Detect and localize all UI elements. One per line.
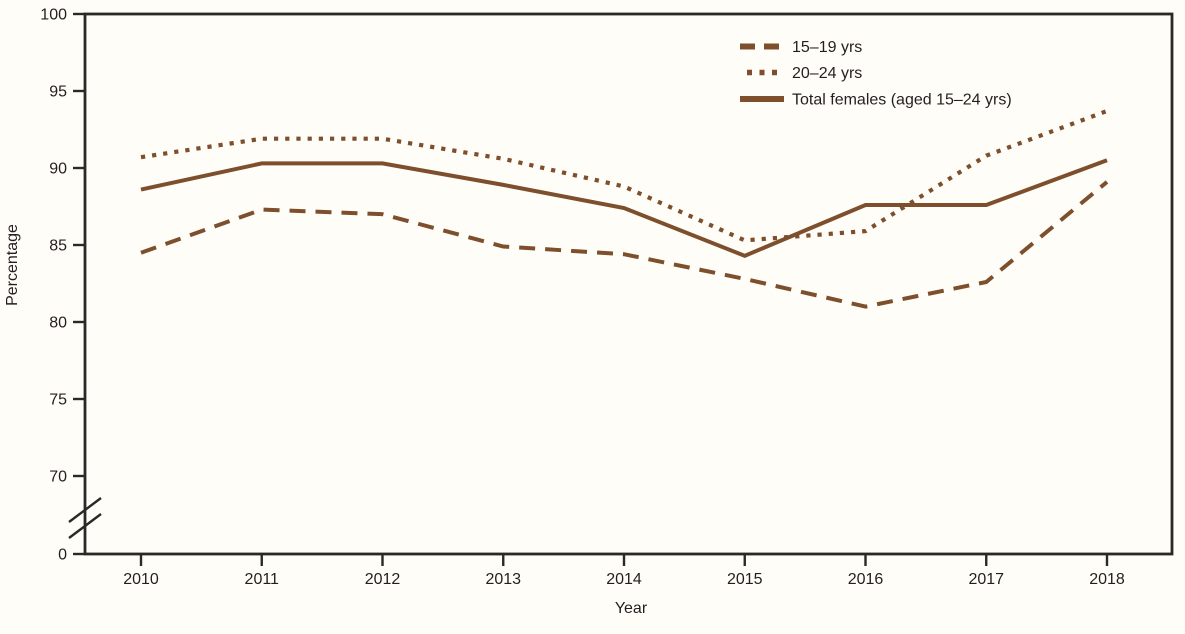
series-line-solid bbox=[140, 158, 1108, 258]
series-lines bbox=[140, 109, 1109, 309]
legend-label: 20–24 yrs bbox=[792, 65, 862, 82]
x-tick-label: 2017 bbox=[968, 571, 1004, 588]
y-tick-label-zero: 0 bbox=[58, 547, 67, 564]
y-tick-label: 85 bbox=[49, 238, 67, 255]
x-tick-label: 2013 bbox=[485, 571, 521, 588]
x-tick-label: 2012 bbox=[365, 571, 401, 588]
y-tick-label: 75 bbox=[49, 392, 67, 409]
x-tick-label: 2015 bbox=[727, 571, 763, 588]
legend: 15–19 yrs 20–24 yrs Total females (aged 15… bbox=[740, 39, 1012, 109]
y-axis-title: Percentage bbox=[4, 224, 21, 306]
axis-break-slash bbox=[68, 513, 102, 539]
y-axis-break-marks bbox=[68, 497, 102, 539]
x-tick-label: 2018 bbox=[1089, 571, 1125, 588]
y-tick-label: 95 bbox=[49, 84, 67, 101]
x-axis-ticks: 2010 2011 2012 2013 2014 2015 2016 2017 2018 bbox=[123, 554, 1125, 588]
legend-label: 15–19 yrs bbox=[792, 39, 862, 56]
y-tick-label: 100 bbox=[40, 7, 67, 24]
plot-area-border bbox=[83, 12, 1174, 556]
x-axis-title: Year bbox=[615, 600, 648, 617]
plot-border bbox=[83, 12, 1174, 556]
y-tick-label: 90 bbox=[49, 161, 67, 178]
y-tick-label: 70 bbox=[49, 469, 67, 486]
axis-break-slash bbox=[68, 497, 102, 523]
series-line-dashed bbox=[140, 180, 1109, 309]
x-tick-label: 2016 bbox=[848, 571, 884, 588]
x-tick-label: 2011 bbox=[245, 571, 280, 588]
x-tick-label: 2010 bbox=[123, 571, 159, 588]
legend-label: Total females (aged 15–24 yrs) bbox=[792, 92, 1012, 109]
y-axis-ticks: 100 95 90 85 80 75 70 0 bbox=[40, 7, 85, 564]
y-tick-label: 80 bbox=[49, 315, 67, 332]
x-tick-label: 2014 bbox=[606, 571, 642, 588]
series-line-dotted bbox=[140, 109, 1108, 243]
